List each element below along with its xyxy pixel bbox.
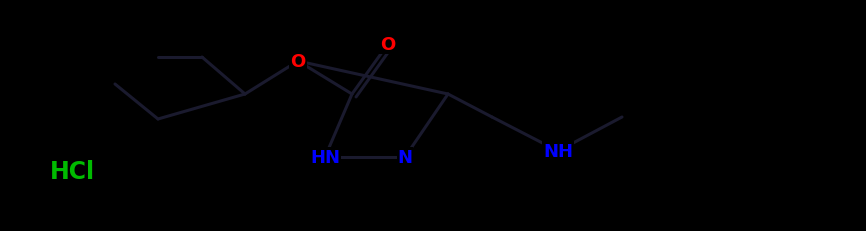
Text: HN: HN [310,148,340,166]
Text: O: O [290,53,306,71]
Text: O: O [380,36,396,54]
Text: HCl: HCl [49,159,94,183]
Text: NH: NH [543,142,573,160]
Text: N: N [397,148,412,166]
